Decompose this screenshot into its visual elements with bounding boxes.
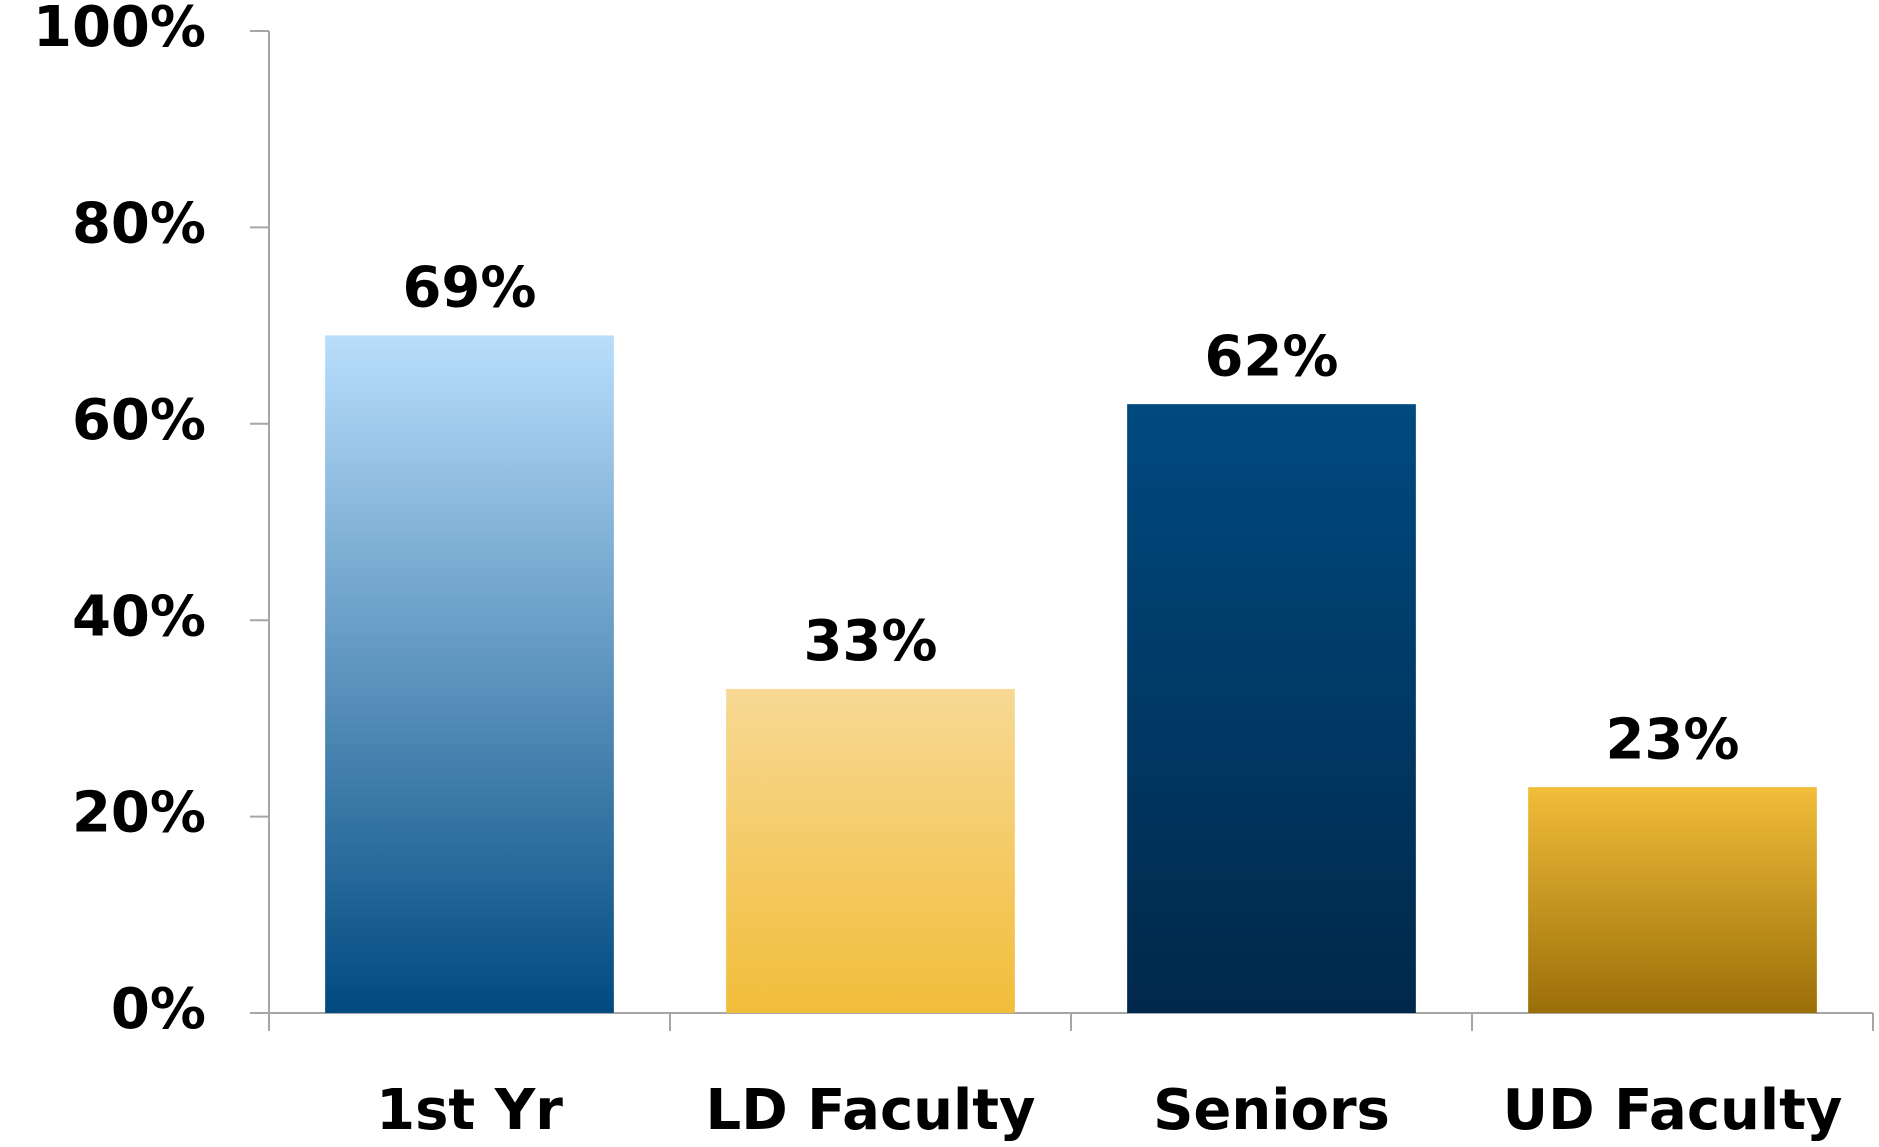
x-tick-label: LD Faculty — [706, 1078, 1036, 1143]
y-tick-label: 20% — [72, 781, 206, 846]
data-label: 62% — [1204, 324, 1338, 389]
bar — [325, 335, 614, 1013]
y-tick-label: 100% — [33, 0, 206, 60]
bar — [726, 688, 1015, 1013]
y-tick-label: 60% — [72, 388, 206, 453]
bar — [1127, 404, 1416, 1013]
y-tick-label: 80% — [72, 192, 206, 257]
data-label: 69% — [402, 256, 536, 321]
y-tick-label: 0% — [111, 977, 206, 1042]
y-tick-label: 40% — [72, 584, 206, 649]
x-tick-label: Seniors — [1153, 1078, 1390, 1143]
data-label: 33% — [803, 609, 937, 674]
x-tick-label: UD Faculty — [1503, 1078, 1843, 1143]
data-label: 23% — [1605, 707, 1739, 772]
x-tick-label: 1st Yr — [376, 1078, 563, 1143]
bar — [1528, 787, 1817, 1013]
